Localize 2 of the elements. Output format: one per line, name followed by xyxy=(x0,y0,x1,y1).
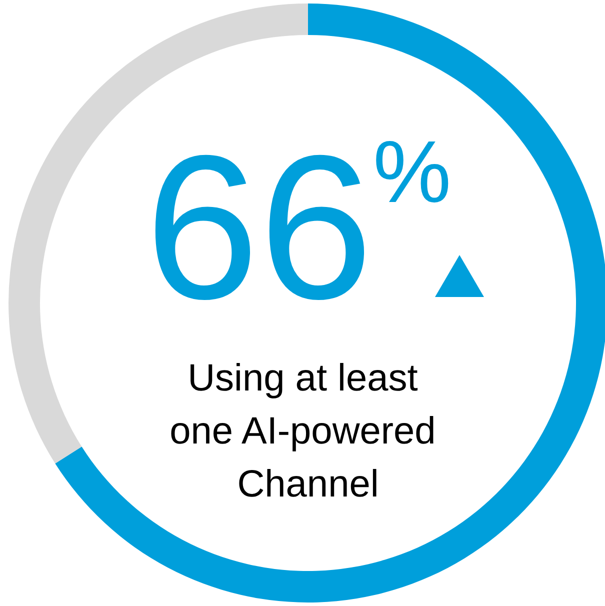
text: Using at least one AI-powered Channel xyxy=(170,358,446,506)
data-label: 66% xyxy=(145,113,452,342)
